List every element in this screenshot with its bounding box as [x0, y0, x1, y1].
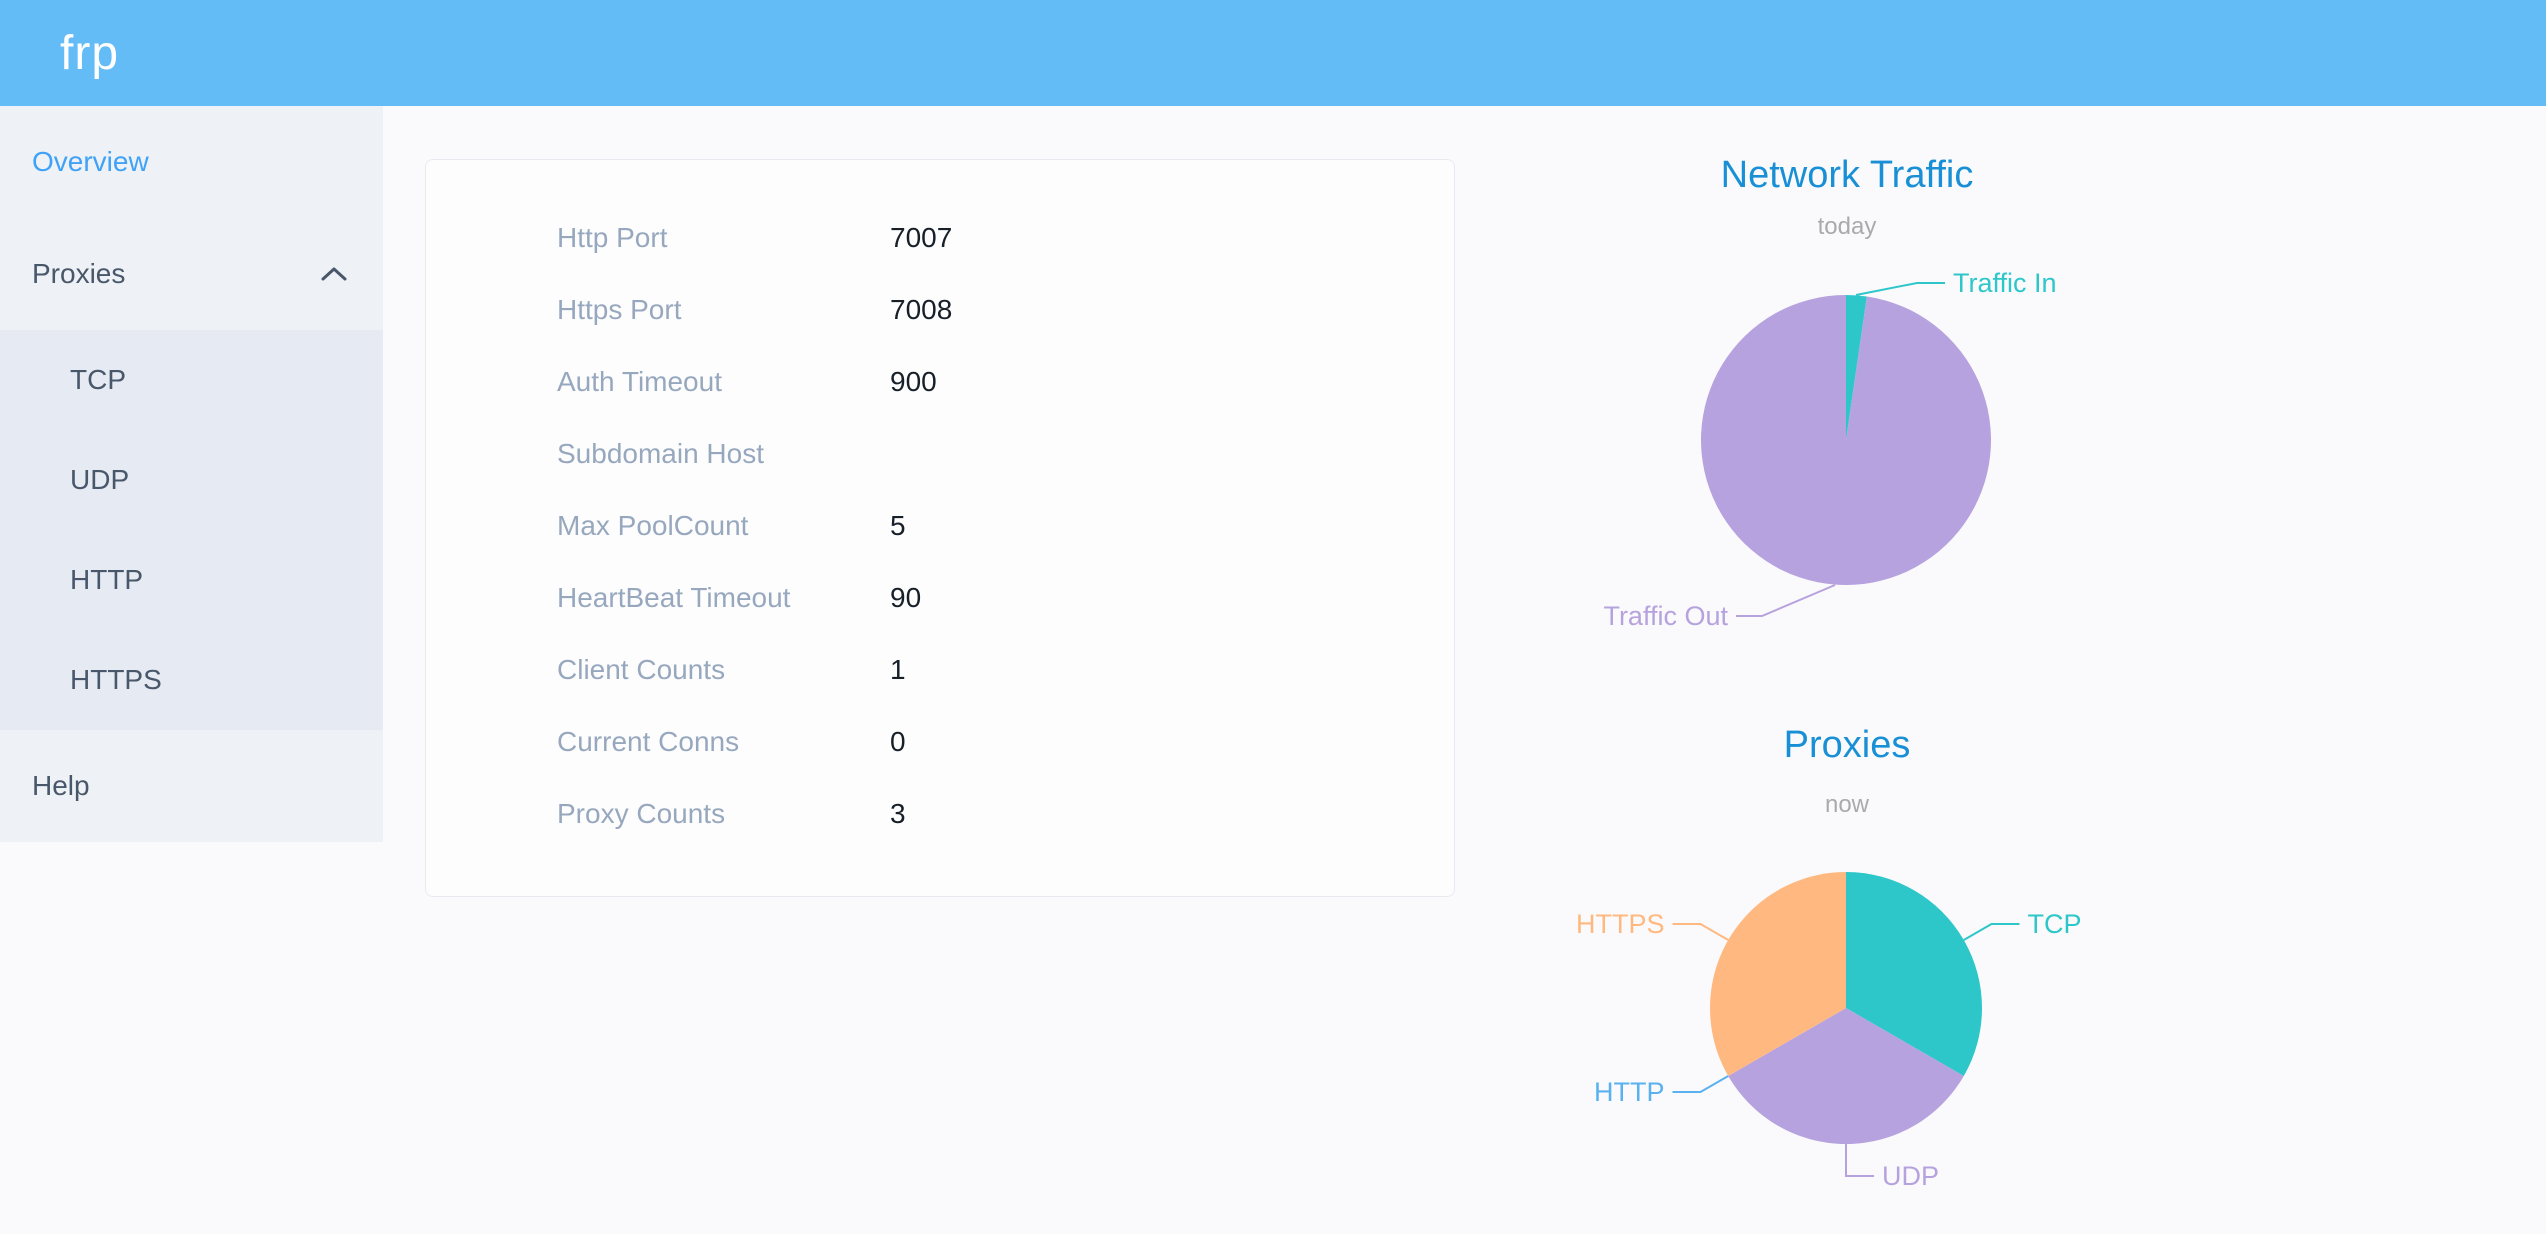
sidebar-item-overview[interactable]: Overview: [0, 106, 383, 218]
info-label: Current Conns: [557, 726, 740, 757]
pie-slice-udp[interactable]: [1728, 1008, 1964, 1144]
info-value: 0: [890, 726, 906, 757]
sidebar-subitem-udp[interactable]: UDP: [0, 430, 383, 530]
sidebar: Overview Proxies TCP UDP HTTP HTTPS Help: [0, 106, 383, 842]
network-traffic-chart-title: Network Traffic: [1720, 154, 1974, 196]
app-header: frp: [0, 0, 2546, 106]
pie-label-http: HTTP: [1594, 1077, 1665, 1107]
sidebar-subitem-https[interactable]: HTTPS: [0, 630, 383, 730]
info-row-http-port: Http Port 7007: [426, 202, 1454, 274]
info-row-proxy-counts: Proxy Counts 3: [426, 778, 1454, 850]
info-row-max-poolcount: Max PoolCount 5: [426, 490, 1454, 562]
pie-label-line-traffic-out: [1736, 584, 1836, 617]
pie-label-udp: UDP: [1882, 1161, 1939, 1191]
info-label: Https Port: [557, 294, 682, 325]
info-label: Max PoolCount: [557, 510, 749, 541]
info-row-heartbeat-timeout: HeartBeat Timeout 90: [426, 562, 1454, 634]
sidebar-subitem-label: HTTPS: [70, 664, 162, 695]
sidebar-submenu: TCP UDP HTTP HTTPS: [0, 330, 383, 730]
chevron-up-icon: [321, 267, 347, 281]
sidebar-item-label: Overview: [32, 146, 149, 177]
frp-logo: frp: [60, 26, 120, 80]
info-value: 900: [890, 366, 937, 397]
info-label: HeartBeat Timeout: [557, 582, 791, 613]
sidebar-item-label: Proxies: [32, 258, 126, 289]
info-value: 5: [890, 510, 906, 541]
network-traffic-chart-subtitle: today: [1817, 213, 1877, 240]
pie-label-line-udp: [1845, 1144, 1874, 1177]
sidebar-item-proxies[interactable]: Proxies: [0, 218, 383, 330]
sidebar-item-help[interactable]: Help: [0, 730, 383, 842]
info-row-subdomain-host: Subdomain Host: [426, 418, 1454, 490]
info-value: 7008: [890, 294, 953, 325]
sidebar-subitem-http[interactable]: HTTP: [0, 530, 383, 630]
pie-slice-traffic-out[interactable]: [1701, 295, 1992, 585]
pie-slice-https[interactable]: [1709, 872, 1846, 1076]
pie-slice-tcp[interactable]: [1846, 872, 1982, 1076]
proxies-chart-title: Proxies: [1783, 724, 1911, 766]
pie-label-line-http: [1672, 1075, 1729, 1093]
sidebar-subitem-label: UDP: [70, 464, 130, 495]
sidebar-subitem-label: TCP: [70, 364, 126, 395]
pie-label-tcp: TCP: [2027, 909, 2081, 939]
charts-column: Network Traffic today Proxies now Traffi…: [1460, 0, 2234, 1234]
info-label: Proxy Counts: [557, 798, 726, 829]
sidebar-item-label: Help: [32, 770, 90, 801]
proxies-chart-subtitle: now: [1824, 791, 1870, 818]
info-value: 3: [890, 798, 906, 829]
pie-label-traffic-out: Traffic Out: [1603, 601, 1728, 631]
pie-label-line-https: [1672, 923, 1729, 941]
info-row-auth-timeout: Auth Timeout 900: [426, 346, 1454, 418]
info-label: Http Port: [557, 222, 668, 253]
server-info-rows: Http Port 7007 Https Port 7008 Auth Timeout 9…: [426, 202, 1454, 850]
info-row-https-port: Https Port 7008: [426, 274, 1454, 346]
info-row-client-counts: Client Counts 1: [426, 634, 1454, 706]
pie-label-traffic-in: Traffic In: [1953, 268, 2057, 298]
info-value: 1: [890, 654, 906, 685]
info-value: 90: [890, 582, 922, 613]
pie-charts-svg: Traffic In Traffic Out TCP UDP HTTP HTTPS: [1576, 268, 2082, 1191]
pie-label-line-traffic-in: [1855, 282, 1945, 296]
pie-label-https: HTTPS: [1576, 909, 1665, 939]
info-label: Auth Timeout: [557, 366, 722, 397]
info-label: Subdomain Host: [557, 438, 765, 469]
info-label: Client Counts: [557, 654, 726, 685]
pie-label-line-tcp: [1963, 923, 2020, 941]
sidebar-subitem-tcp[interactable]: TCP: [0, 330, 383, 430]
server-info-card: Http Port 7007 Https Port 7008 Auth Timeout 9…: [425, 159, 1455, 897]
info-row-current-conns: Current Conns 0: [426, 706, 1454, 778]
info-value: 7007: [890, 222, 953, 253]
sidebar-subitem-label: HTTP: [70, 564, 144, 595]
pie-slice-traffic-in[interactable]: [1846, 295, 1867, 440]
